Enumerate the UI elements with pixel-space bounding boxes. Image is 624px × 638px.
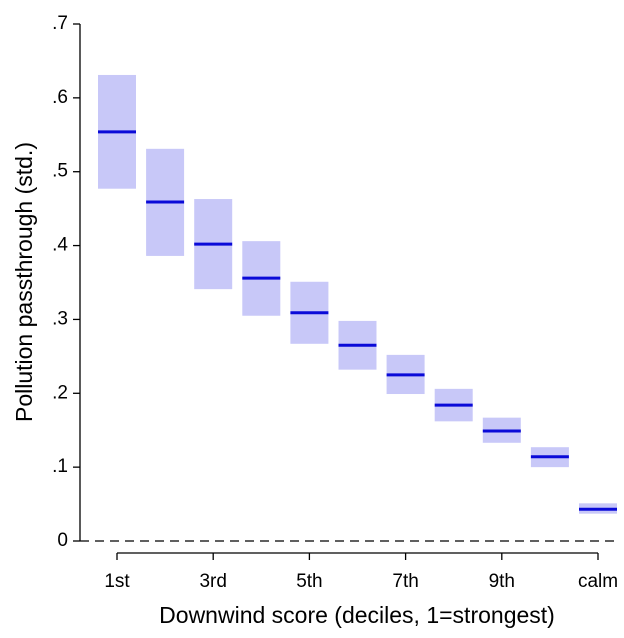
y-axis-label: Pollution passthrough (std.) <box>11 142 37 422</box>
y-tick-label: .1 <box>52 456 68 477</box>
x-tick-label: 9th <box>489 571 515 592</box>
y-tick-label: 0 <box>57 530 68 551</box>
y-tick-label: .2 <box>52 382 68 403</box>
y-tick-label: .6 <box>52 87 68 108</box>
y-tick-label: .5 <box>52 161 68 182</box>
y-tick-label: .3 <box>52 308 68 329</box>
x-tick-label: 3rd <box>199 571 226 592</box>
x-tick-label: 7th <box>392 571 418 592</box>
y-tick-label: .7 <box>52 13 68 34</box>
x-tick-label: 1st <box>104 571 130 592</box>
x-tick-label: calm <box>578 571 618 592</box>
y-tick-label: .4 <box>52 235 68 256</box>
x-axis-label: Downwind score (deciles, 1=strongest) <box>159 602 555 628</box>
x-tick-label: 5th <box>296 571 322 592</box>
